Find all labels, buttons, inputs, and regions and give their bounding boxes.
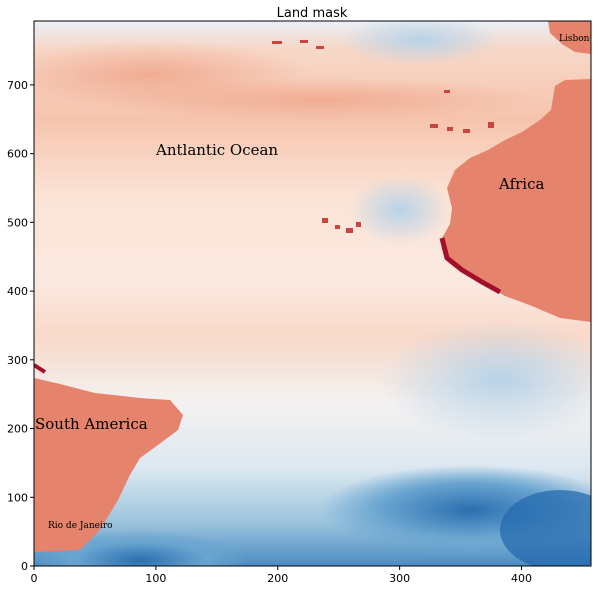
y-tick-label: 300 — [7, 354, 28, 367]
x-axis: 0 100 200 300 400 — [31, 566, 532, 585]
warm-band-north-2 — [100, 78, 540, 122]
y-axis: 0 100 200 300 400 500 600 700 — [7, 79, 34, 573]
cold-patch-southeast-2 — [500, 490, 591, 566]
x-tick-label: 400 — [511, 572, 532, 585]
label-south-america: South America — [35, 415, 148, 433]
y-tick-label: 400 — [7, 285, 28, 298]
x-tick-label: 300 — [389, 572, 410, 585]
heatmap-area — [34, 21, 591, 566]
x-tick-label: 200 — [267, 572, 288, 585]
africa-coastal-band — [439, 237, 502, 295]
y-tick-label: 0 — [21, 560, 28, 573]
africa-landmass — [442, 79, 591, 322]
south-america-landmass — [34, 378, 183, 552]
label-africa: Africa — [498, 175, 544, 193]
y-tick-label: 200 — [7, 423, 28, 436]
cool-patch-north — [340, 21, 500, 65]
island-specks — [272, 40, 494, 233]
chart-title: Land mask — [277, 6, 348, 21]
x-tick-label: 100 — [145, 572, 166, 585]
iberia-landmass — [548, 21, 591, 54]
south-america-coastal-band — [34, 363, 47, 374]
label-lisbon: Lisbon — [559, 34, 590, 44]
label-rio: Rio de Janeiro — [48, 521, 113, 531]
map-annotations: Antlantic Ocean Africa South America Lis… — [35, 34, 590, 531]
cool-patch-center — [350, 175, 450, 245]
plot-frame — [33, 20, 592, 567]
cool-patch-east — [380, 320, 591, 440]
y-tick-label: 700 — [7, 79, 28, 92]
x-tick-label: 0 — [31, 572, 38, 585]
y-tick-label: 600 — [7, 148, 28, 161]
y-tick-label: 100 — [7, 491, 28, 504]
y-tick-label: 500 — [7, 216, 28, 229]
label-atlantic-ocean: Antlantic Ocean — [155, 141, 278, 159]
